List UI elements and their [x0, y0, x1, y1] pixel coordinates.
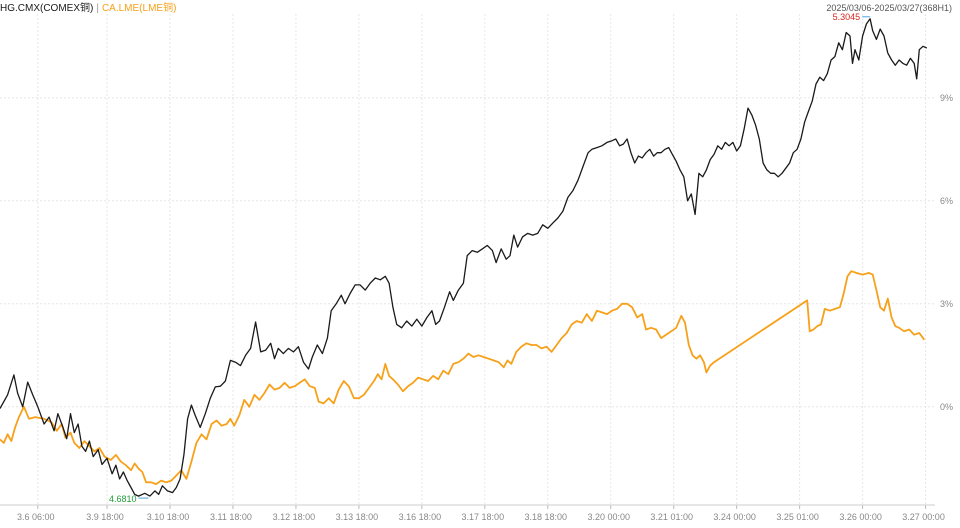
x-tick-label: 3.6 06:00 — [17, 512, 55, 522]
x-tick-label: 3.17 18:00 — [462, 512, 505, 522]
series-line-hg-cmx[interactable] — [0, 18, 928, 497]
y-tick-label: 9% — [940, 93, 953, 103]
max-value-label: 5.3045 — [833, 12, 861, 22]
x-tick-label: 3.18 18:00 — [525, 512, 568, 522]
x-tick-label: 3.24 00:00 — [713, 512, 756, 522]
x-tick-label: 3.9 18:00 — [86, 512, 124, 522]
x-tick-label: 3.11 18:00 — [210, 512, 252, 522]
legend-series-ca[interactable]: CA.LME(LME铜) — [101, 3, 177, 14]
x-tick-label: 3.27 00:00 — [902, 512, 945, 522]
date-range-label: 2025/03/06-2025/03/27(368H1) — [826, 3, 952, 13]
min-value-label: 4.6810 — [109, 494, 137, 504]
legend-series-hg[interactable]: HG.CMX(COMEX铜) — [0, 3, 94, 14]
x-tick-label: 3.26 00:00 — [839, 512, 882, 522]
x-tick-label: 3.12 18:00 — [273, 512, 316, 522]
y-tick-label: 3% — [940, 299, 953, 309]
series-line-ca-lme[interactable] — [0, 270, 926, 485]
x-tick-label: 3.10 18:00 — [147, 512, 190, 522]
y-tick-label: 0% — [940, 402, 953, 412]
x-tick-label: 3.20 00:00 — [587, 512, 630, 522]
x-tick-label: 3.16 18:00 — [399, 512, 442, 522]
legend-separator: | — [96, 3, 99, 14]
y-tick-label: 6% — [940, 196, 953, 206]
chart-legend: HG.CMX(COMEX铜) | CA.LME(LME铜) — [0, 3, 176, 15]
x-tick-label: 3.25 01:00 — [776, 512, 819, 522]
x-tick-label: 3.21 01:00 — [650, 512, 693, 522]
x-tick-label: 3.13 18:00 — [336, 512, 379, 522]
